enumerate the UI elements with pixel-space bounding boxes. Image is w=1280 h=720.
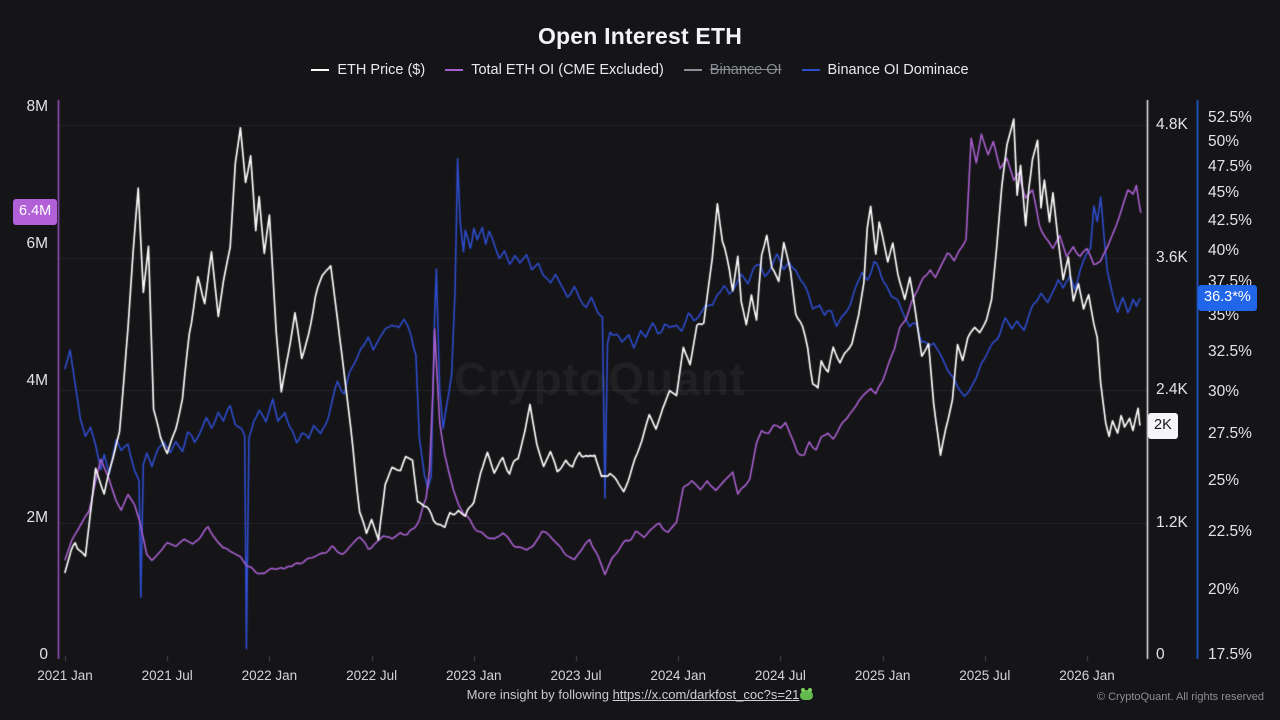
y-axis-price-tick: 3.6K (1156, 248, 1188, 266)
price-value-badge: 2K (1148, 413, 1178, 439)
y-axis-price-tick: 1.2K (1156, 513, 1188, 531)
y-axis-dominance-tick: 20% (1208, 580, 1240, 598)
x-axis-tick: 2024 Jan (650, 668, 706, 683)
y-axis-dominance-tick: 35% (1208, 307, 1240, 325)
y-axis-dominance-tick: 50% (1208, 132, 1240, 150)
legend-label: Binance OI Dominace (827, 62, 969, 78)
legend-line-swatch (683, 69, 702, 71)
x-axis-tick: 2022 Jan (241, 668, 298, 683)
footer-text: More insight by following (466, 687, 613, 702)
oi-value-badge: 6.4M (13, 199, 58, 225)
x-axis-tick: 2021 Jul (141, 668, 193, 683)
frog-icon (800, 688, 814, 700)
x-axis-tick: 2023 Jan (446, 668, 502, 683)
y-axis-oi-tick: 8M (26, 98, 48, 115)
y-axis-dominance-tick: 25% (1208, 471, 1240, 489)
y-axis-dominance-tick: 45% (1208, 184, 1240, 202)
y-axis-dominance-tick: 30% (1208, 382, 1240, 400)
y-axis-oi-tick: 4M (26, 372, 48, 389)
y-axis-oi-tick: 2M (26, 509, 48, 526)
legend-line-swatch (445, 69, 464, 71)
x-axis-tick: 2022 Jul (346, 668, 398, 683)
y-axis-dominance-tick: 27.5% (1208, 425, 1252, 443)
legend-line-swatch (311, 69, 330, 71)
legend-line-swatch (801, 69, 820, 71)
page-title: Open Interest ETH (537, 23, 743, 49)
y-axis-dominance-tick: 22.5% (1208, 523, 1252, 541)
legend-item-total-eth-oi-cme-excluded[interactable]: Total ETH OI (CME Excluded) (445, 62, 664, 78)
y-axis-dominance-tick: 40% (1208, 241, 1240, 259)
legend-item-binance-oi[interactable]: Binance OI (683, 62, 782, 78)
legend-label: Binance OI (709, 62, 782, 78)
copyright-text: © CryptoQuant. All rights reserved (1096, 691, 1264, 703)
y-axis-price-tick: 4.8K (1156, 116, 1188, 133)
y-axis-dominance-tick: 42.5% (1208, 212, 1252, 230)
y-axis-dominance-tick: 47.5% (1208, 157, 1252, 175)
legend-label: Total ETH OI (CME Excluded) (471, 62, 664, 78)
x-axis-tick: 2023 Jul (550, 668, 602, 683)
legend-item-eth-price[interactable]: ETH Price ($) (311, 62, 425, 78)
x-axis-tick: 2025 Jan (854, 668, 911, 683)
y-axis-price-tick: 2.4K (1156, 381, 1188, 398)
legend-label: ETH Price ($) (337, 62, 426, 78)
y-axis-dominance-tick: 32.5% (1208, 343, 1252, 361)
y-axis-oi-tick: 6M (26, 235, 48, 252)
y-axis-dominance-tick: 17.5% (1208, 646, 1252, 663)
y-axis-oi-tick: 0 (39, 646, 48, 663)
dominance-value-badge: 36.3*% (1198, 285, 1257, 311)
footer-link[interactable]: https://x.com/darkfost_coc?s=21 (613, 687, 814, 702)
x-axis-tick: 2026 Jan (1059, 668, 1115, 683)
x-axis-tick: 2025 Jul (959, 668, 1011, 683)
x-axis-tick: 2021 Jan (37, 668, 93, 683)
y-axis-price-tick: 0 (1156, 646, 1165, 663)
y-axis-dominance-tick: 52.5% (1208, 109, 1252, 126)
legend-item-binance-oi-dominace[interactable]: Binance OI Dominace (801, 62, 969, 78)
legend: ETH Price ($) Total ETH OI (CME Excluded)… (0, 62, 1280, 78)
x-axis-tick: 2024 Jul (754, 668, 806, 683)
footer-note: More insight by following https://x.com/… (0, 687, 1280, 702)
